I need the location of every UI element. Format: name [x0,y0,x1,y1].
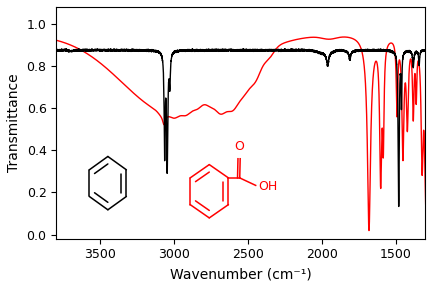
Text: O: O [234,140,244,153]
Y-axis label: Transmittance: Transmittance [7,73,21,172]
Text: OH: OH [258,180,277,193]
X-axis label: Wavenumber (cm⁻¹): Wavenumber (cm⁻¹) [170,267,311,281]
